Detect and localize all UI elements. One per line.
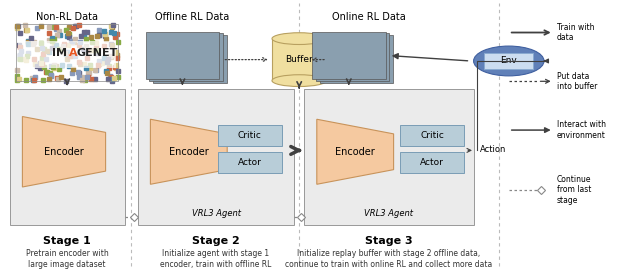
Text: Env: Env	[500, 56, 517, 66]
Text: Critic: Critic	[420, 131, 444, 140]
Text: Action: Action	[480, 144, 506, 154]
Text: Stage 2: Stage 2	[192, 236, 240, 246]
Bar	[10, 89, 125, 225]
Text: Interact with
environment: Interact with environment	[557, 120, 606, 140]
Text: A: A	[68, 48, 77, 58]
Text: Online RL Data: Online RL Data	[332, 12, 405, 22]
Bar	[316, 33, 389, 81]
FancyBboxPatch shape	[484, 53, 533, 69]
Text: VRL3 Agent: VRL3 Agent	[191, 209, 241, 218]
Polygon shape	[317, 119, 394, 184]
Text: IM: IM	[52, 48, 67, 58]
Text: Stage 1: Stage 1	[44, 236, 91, 246]
Circle shape	[474, 46, 544, 76]
Bar	[312, 32, 385, 79]
Text: VRL3 Agent: VRL3 Agent	[364, 209, 413, 218]
Polygon shape	[150, 119, 227, 184]
Text: GENET: GENET	[76, 48, 118, 58]
Ellipse shape	[272, 33, 326, 44]
FancyBboxPatch shape	[400, 152, 464, 173]
Text: Actor: Actor	[420, 158, 444, 167]
Ellipse shape	[272, 75, 326, 86]
Text: Train with
data: Train with data	[557, 23, 595, 42]
Text: Offline RL Data: Offline RL Data	[156, 12, 230, 22]
FancyBboxPatch shape	[218, 125, 282, 146]
Bar	[154, 35, 227, 82]
Text: Stage 3: Stage 3	[365, 236, 413, 246]
Text: Continue
from last
stage: Continue from last stage	[557, 175, 591, 205]
FancyBboxPatch shape	[218, 152, 282, 173]
Text: Encoder: Encoder	[44, 147, 84, 157]
Bar	[304, 89, 474, 225]
FancyBboxPatch shape	[18, 41, 116, 68]
Polygon shape	[22, 117, 106, 187]
Text: Actor: Actor	[237, 158, 262, 167]
Bar	[138, 89, 294, 225]
Text: Buffer: Buffer	[285, 55, 313, 64]
Text: Encoder: Encoder	[169, 147, 209, 157]
Text: Critic: Critic	[237, 131, 262, 140]
Bar	[150, 33, 223, 81]
Text: Pretrain encoder with
large image dataset: Pretrain encoder with large image datase…	[26, 249, 109, 269]
FancyBboxPatch shape	[400, 125, 464, 146]
Text: Initialize agent with stage 1
encoder, train with offline RL: Initialize agent with stage 1 encoder, t…	[160, 249, 272, 269]
Text: Initialize replay buffer with stage 2 offline data,
continue to train with onlin: Initialize replay buffer with stage 2 of…	[285, 249, 492, 269]
Bar	[319, 35, 393, 82]
Text: Put data
into buffer: Put data into buffer	[557, 72, 597, 91]
Text: Encoder: Encoder	[335, 147, 375, 157]
Bar	[272, 39, 326, 81]
Bar	[146, 32, 219, 79]
Bar	[16, 24, 118, 81]
Text: Non-RL Data: Non-RL Data	[36, 12, 98, 22]
